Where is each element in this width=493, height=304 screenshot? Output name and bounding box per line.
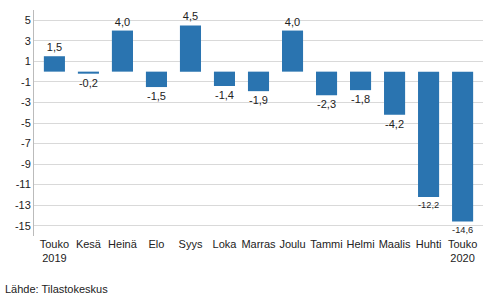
svg-text:Syys: Syys bbox=[179, 238, 203, 250]
svg-text:-13: -13 bbox=[15, 199, 31, 211]
svg-text:1,5: 1,5 bbox=[47, 41, 62, 53]
svg-text:-7: -7 bbox=[21, 137, 31, 149]
svg-text:Joulu: Joulu bbox=[279, 238, 305, 250]
svg-text:5: 5 bbox=[25, 14, 31, 26]
svg-text:4,0: 4,0 bbox=[285, 16, 300, 28]
svg-text:4,5: 4,5 bbox=[183, 10, 198, 22]
svg-text:Kesä: Kesä bbox=[76, 238, 102, 250]
svg-text:-9: -9 bbox=[21, 158, 31, 170]
svg-text:-1,9: -1,9 bbox=[249, 94, 268, 106]
svg-text:Touko2020: Touko2020 bbox=[448, 238, 477, 264]
svg-text:Huhti: Huhti bbox=[416, 238, 442, 250]
svg-text:Tammi: Tammi bbox=[310, 238, 342, 250]
svg-text:-11: -11 bbox=[16, 178, 31, 190]
svg-text:Lähde: Tilastokeskus: Lähde: Tilastokeskus bbox=[5, 283, 108, 295]
svg-text:Helmi: Helmi bbox=[346, 238, 374, 250]
svg-text:-4,2: -4,2 bbox=[385, 118, 404, 130]
svg-text:-12,2: -12,2 bbox=[418, 200, 439, 210]
svg-text:Loka: Loka bbox=[213, 238, 238, 250]
svg-text:4,0: 4,0 bbox=[115, 16, 130, 28]
svg-text:-1,5: -1,5 bbox=[147, 90, 166, 102]
svg-text:Touko2019: Touko2019 bbox=[40, 238, 69, 264]
svg-text:3: 3 bbox=[25, 35, 31, 47]
svg-text:Heinä: Heinä bbox=[108, 238, 138, 250]
svg-text:-3: -3 bbox=[21, 96, 31, 108]
svg-text:Marras: Marras bbox=[241, 238, 276, 250]
svg-text:-1,8: -1,8 bbox=[351, 93, 370, 105]
svg-text:-5: -5 bbox=[21, 117, 31, 129]
svg-text:-1,4: -1,4 bbox=[215, 89, 234, 101]
svg-text:-14,6: -14,6 bbox=[452, 225, 473, 235]
svg-text:-2,3: -2,3 bbox=[317, 98, 336, 110]
svg-text:-0,2: -0,2 bbox=[79, 77, 98, 89]
svg-text:Maalis: Maalis bbox=[379, 238, 411, 250]
svg-text:-15: -15 bbox=[15, 220, 31, 232]
svg-text:Elo: Elo bbox=[148, 238, 164, 250]
svg-text:-1: -1 bbox=[21, 76, 31, 88]
svg-text:1: 1 bbox=[25, 55, 31, 67]
